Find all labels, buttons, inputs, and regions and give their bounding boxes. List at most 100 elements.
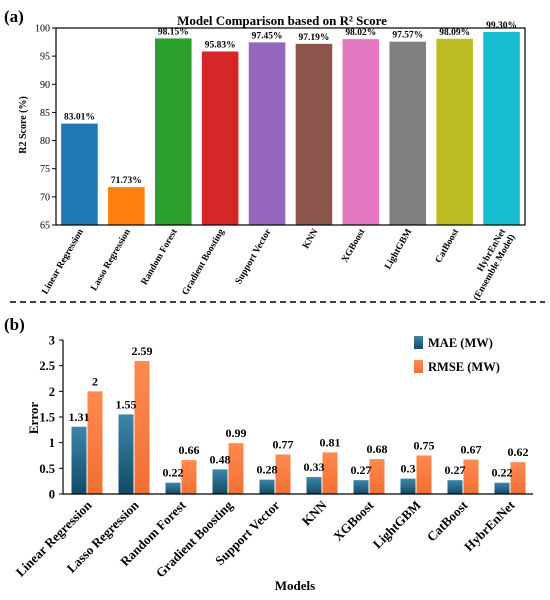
panel-a-value-label: 98.15% <box>158 27 189 37</box>
panel-a-bar <box>483 31 520 225</box>
panel-b-value-label: 0.48 <box>210 452 231 466</box>
panel-a-bar <box>154 38 192 225</box>
panel-a-x-tick-label: KNN <box>301 227 320 250</box>
legend-swatch-mae <box>414 336 423 349</box>
panel-b-bar-rmse <box>322 452 338 494</box>
panel-b-value-label: 2 <box>92 374 98 388</box>
panel-b-value-label: 0.33 <box>304 460 325 474</box>
panel-a-x-tick-label: Linear Regression <box>40 227 86 297</box>
panel-a-bar <box>436 38 473 225</box>
panel-b-bar-mae <box>400 478 416 494</box>
panel-b-value-label: 0.68 <box>367 442 388 456</box>
panel-a-y-tick-label: 85 <box>40 108 50 119</box>
legend-swatch-rmse <box>414 360 423 373</box>
panel-a-x-tick-text: Support Vector <box>234 227 274 286</box>
panel-b-value-label: 0.99 <box>226 426 247 440</box>
panel-b-bar-mae <box>165 482 181 494</box>
panel-b-value-label: 0.27 <box>351 463 372 477</box>
panel-b-x-tick-label: XGBoost <box>330 497 377 544</box>
panel-b-bar-rmse <box>369 459 385 494</box>
panel-a-y-tick-label: 90 <box>40 80 50 91</box>
panel-a-x-tick-label: Gradient Boosting <box>181 227 227 297</box>
panel-a-x-tick-label: Random Forest <box>140 227 181 287</box>
panel-a-x-tick-label: CatBoost <box>434 227 462 265</box>
panel-a-value-label: 99.30% <box>486 21 517 31</box>
panel-b-y-axis-label: Error <box>26 402 41 434</box>
panel-b-y-tick-label: 1.5 <box>39 411 55 425</box>
panel-a-r2-chart: (a) Model Comparison based on R² Score R… <box>4 7 526 302</box>
panel-b-bar-rmse <box>87 391 103 494</box>
panel-a-value-label: 98.09% <box>439 28 470 38</box>
panel-a-x-tick-text: XGBoost <box>340 227 368 265</box>
panel-a-x-tick-text: Random Forest <box>140 227 181 287</box>
panel-b-bar-mae <box>118 414 134 494</box>
panel-b-value-label: 2.59 <box>132 344 153 358</box>
panel-b-value-label: 1.31 <box>69 410 90 424</box>
panel-a-bar <box>295 43 333 225</box>
panel-b-error-chart: (b) Error Models 0 0.5 1 1.5 2 2.5 3 1.31 2 1.55… <box>4 315 533 593</box>
panel-a-x-tick-text: Gradient Boosting <box>181 227 227 297</box>
panel-b-y-tick-label: 0.5 <box>39 462 55 476</box>
panel-b-x-tick-label: Linear Regression <box>13 497 96 580</box>
panel-a-x-tick-text: Linear Regression <box>40 227 86 297</box>
panel-a-bar <box>342 39 380 225</box>
panel-a-x-tick-text: CatBoost <box>434 227 462 265</box>
panel-a-bar <box>61 123 98 225</box>
panel-b-x-tick-label: HybrEnNet <box>461 497 518 554</box>
panel-b-x-tick-label: CatBoost <box>424 497 471 544</box>
panel-a-x-tick-text: LightGBM <box>383 227 414 271</box>
panel-a-y-tick-label: 70 <box>40 192 50 203</box>
panel-a-value-label: 71.73% <box>111 176 142 186</box>
panel-a-value-label: 97.57% <box>392 31 423 41</box>
panel-b-y-tick-label: 1 <box>49 436 55 450</box>
panel-a-value-labels: 83.01% 71.73% 98.15% 95.83% 97.45% 97.19% 98.0… <box>64 21 517 186</box>
panel-b-value-label: 0.22 <box>163 466 184 480</box>
panel-b-value-label: 0.67 <box>461 443 482 457</box>
panel-b-label: (b) <box>4 315 25 334</box>
panel-a-label: (a) <box>4 7 24 26</box>
panel-a-x-tick-text: Lasso Regression <box>89 227 133 293</box>
panel-b-value-label: 0.27 <box>445 463 466 477</box>
panel-a-x-tick-label: XGBoost <box>340 227 368 265</box>
panel-b-bar-mae <box>353 480 369 494</box>
panel-a-y-ticks: 65 70 75 80 85 90 95 100 <box>35 24 56 232</box>
panel-a-x-tick-text: KNN <box>301 227 320 250</box>
panel-b-y-ticks: 0 0.5 1 1.5 2 2.5 3 <box>39 334 63 502</box>
panel-a-bar <box>108 187 145 225</box>
panel-b-value-labels: 1.31 2 1.55 2.59 0.22 0.66 0.48 0.99 0.28 0.77 0.3… <box>69 344 529 480</box>
panel-a-x-tick-label: LightGBM <box>383 227 414 271</box>
panel-b-y-tick-label: 2.5 <box>39 359 55 373</box>
panel-a-y-tick-label: 75 <box>40 164 50 175</box>
panel-b-bars <box>71 361 526 494</box>
panel-b-legend: MAE (MW) RMSE (MW) <box>414 336 500 374</box>
legend-label-mae: MAE (MW) <box>428 336 493 350</box>
panel-b-value-label: 0.66 <box>179 443 200 457</box>
panel-b-y-tick-label: 3 <box>49 334 55 348</box>
panel-b-value-label: 0.22 <box>492 466 513 480</box>
panel-a-y-tick-label: 95 <box>40 52 50 63</box>
panel-b-bar-rmse <box>134 361 150 494</box>
panel-b-value-label: 0.75 <box>414 439 435 453</box>
panel-b-value-label: 0.77 <box>273 437 294 451</box>
panel-a-bars <box>61 31 520 225</box>
panel-b-bar-mae <box>494 482 510 494</box>
panel-a-value-label: 83.01% <box>64 113 95 123</box>
panel-b-x-tick-label: KNN <box>299 497 330 528</box>
panel-a-bar <box>389 41 427 225</box>
panel-b-bar-rmse <box>463 459 479 494</box>
panel-b-value-label: 0.28 <box>257 463 278 477</box>
panel-b-value-label: 0.3 <box>401 462 416 476</box>
panel-b-bar-mae <box>71 426 87 494</box>
panel-b-y-tick-label: 0 <box>49 488 55 502</box>
panel-a-x-tick-label: Lasso Regression <box>89 227 133 293</box>
panel-b-bar-mae <box>306 477 322 494</box>
panel-a-value-label: 95.83% <box>205 40 236 50</box>
panel-b-y-tick-label: 2 <box>49 385 55 399</box>
panel-b-bar-rmse <box>510 462 526 494</box>
panel-a-x-tick-label: HybrEnNet(Ensemble Model) <box>471 227 518 302</box>
panel-a-value-label: 97.45% <box>252 31 283 41</box>
panel-b-value-label: 1.55 <box>116 397 137 411</box>
panel-a-y-tick-label: 80 <box>40 136 50 147</box>
